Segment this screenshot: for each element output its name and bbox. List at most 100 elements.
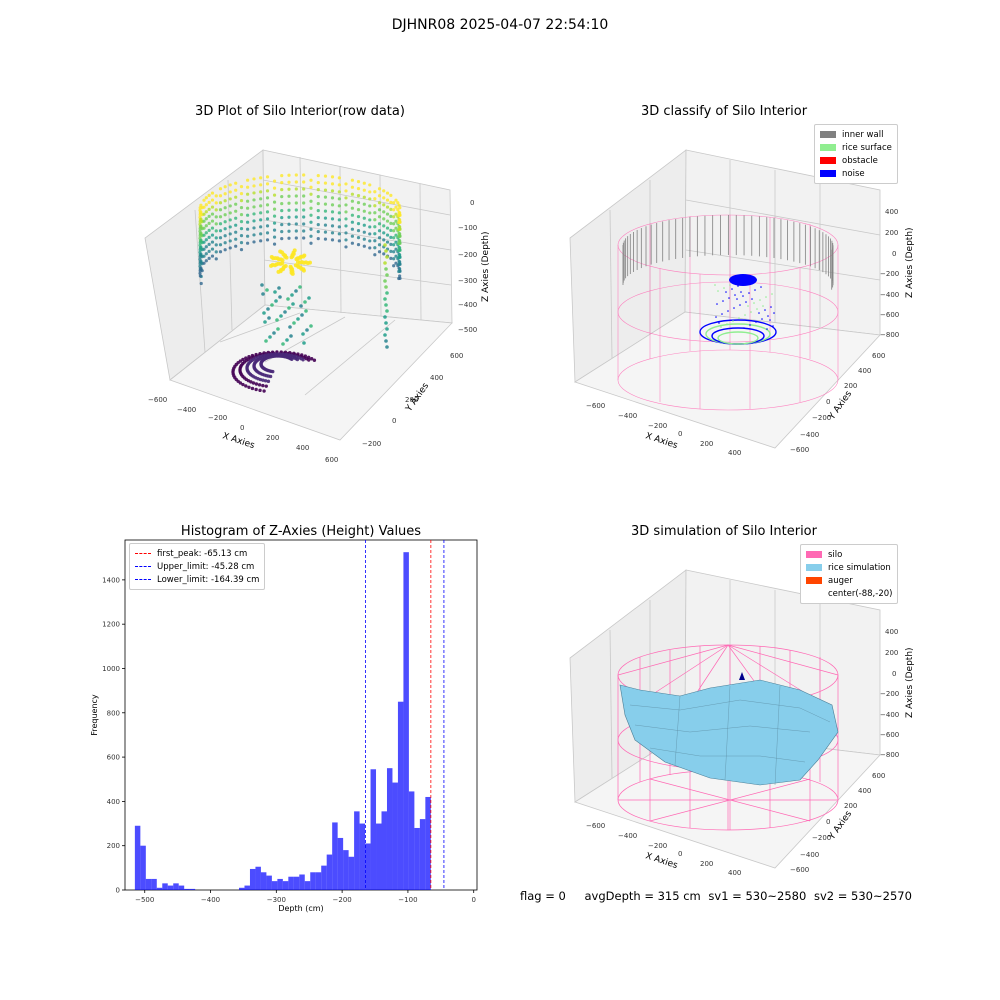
p1-point	[223, 220, 227, 224]
hist-bar	[365, 843, 371, 890]
hist-bar	[315, 872, 322, 890]
p1-point	[397, 255, 401, 260]
p1-point	[234, 230, 238, 234]
hist-bar	[140, 845, 146, 890]
hist-ytick-label: 1000	[102, 665, 120, 673]
p1-point	[199, 245, 203, 249]
p1-point	[281, 342, 285, 346]
legend-label: rice simulation	[828, 562, 891, 573]
p1-point	[385, 205, 390, 209]
p1-point	[302, 236, 306, 240]
p1-point	[373, 239, 377, 243]
p1-point	[316, 215, 320, 220]
p1-point	[362, 209, 366, 213]
p1-point	[382, 231, 386, 235]
p1-point	[275, 256, 280, 261]
p1-point	[202, 226, 206, 230]
p1-point	[383, 315, 387, 319]
p2-xtick-0: −600	[586, 402, 605, 410]
p1-point	[272, 193, 277, 197]
p1-point	[373, 246, 377, 250]
p1-point	[362, 202, 366, 206]
p1-point	[389, 200, 393, 204]
hist-bar	[386, 768, 393, 890]
hist-bar	[370, 769, 377, 890]
p1-point	[384, 267, 388, 271]
p1-point	[282, 264, 287, 269]
p1-point	[384, 285, 388, 289]
p1-point	[356, 208, 361, 212]
p1-point	[296, 317, 300, 321]
p1-point	[356, 201, 361, 205]
p1-point	[397, 213, 401, 218]
p1-point	[344, 245, 348, 249]
p2-point	[762, 305, 764, 307]
p1-point	[394, 233, 398, 237]
p1-point	[264, 339, 268, 343]
p1-point	[259, 197, 263, 201]
p1-point	[280, 222, 284, 227]
legend-swatch	[820, 131, 836, 138]
p1-point	[385, 198, 390, 202]
p1-point	[309, 185, 313, 189]
hist-ytick-label: 600	[107, 754, 120, 762]
p2-point	[759, 299, 761, 301]
p1-point	[218, 194, 223, 198]
p2-point	[749, 324, 751, 326]
p1-point	[289, 270, 294, 275]
p1-point	[228, 225, 232, 229]
p1-point	[330, 189, 335, 193]
p1-point	[279, 250, 284, 255]
p1-point	[394, 247, 398, 251]
p1-point	[294, 194, 298, 198]
p1-point	[280, 173, 284, 178]
p1-point	[356, 215, 361, 219]
p2-point	[748, 292, 750, 294]
p1-point	[250, 386, 255, 391]
hist-ylabel: Frequency	[90, 694, 99, 736]
p4-ztick-5: 200	[885, 649, 898, 657]
p1-point	[202, 212, 206, 216]
p2-ytick-0: −600	[790, 446, 809, 454]
p1-point	[214, 222, 218, 226]
p1-point	[384, 339, 388, 343]
legend-item-silo: silo	[806, 548, 892, 561]
p1-point	[294, 257, 299, 262]
p1-point	[294, 201, 298, 205]
p1-point	[368, 232, 372, 236]
hist-bar	[266, 875, 272, 890]
p4-ylabel: Y Axies	[827, 809, 855, 842]
p1-point	[238, 359, 243, 363]
sv2-text: sv2 = 530~2570	[813, 889, 912, 903]
p1-point	[392, 236, 396, 240]
p4-ztick-3: −200	[880, 690, 899, 698]
p1-point	[272, 331, 276, 335]
p1-point	[344, 224, 348, 228]
p1-point	[288, 325, 292, 329]
p1-point	[246, 178, 250, 182]
p1-point	[309, 234, 313, 238]
p1-point	[383, 279, 387, 283]
p1-point	[210, 247, 215, 251]
p2-point	[771, 293, 773, 295]
p1-point	[246, 185, 250, 189]
p1-point	[344, 203, 348, 207]
p1-point	[382, 196, 386, 200]
p1-point	[262, 389, 266, 393]
p1-point	[299, 304, 303, 308]
p1-point	[234, 202, 238, 206]
p2-point	[755, 321, 757, 323]
hist-bar	[151, 878, 157, 890]
p1-point	[398, 260, 402, 264]
p1-point	[368, 183, 372, 187]
p1-point	[316, 201, 320, 206]
panel3-title: Histogram of Z-Axies (Height) Values	[180, 524, 422, 539]
p1-point	[234, 188, 238, 192]
p1-point	[382, 210, 386, 214]
hist-ytick-label: 0	[116, 887, 120, 895]
p1-point	[382, 189, 386, 193]
p1-point	[383, 243, 387, 247]
p1-point	[316, 208, 320, 213]
p1-point	[246, 206, 250, 210]
p1-point	[272, 221, 277, 225]
